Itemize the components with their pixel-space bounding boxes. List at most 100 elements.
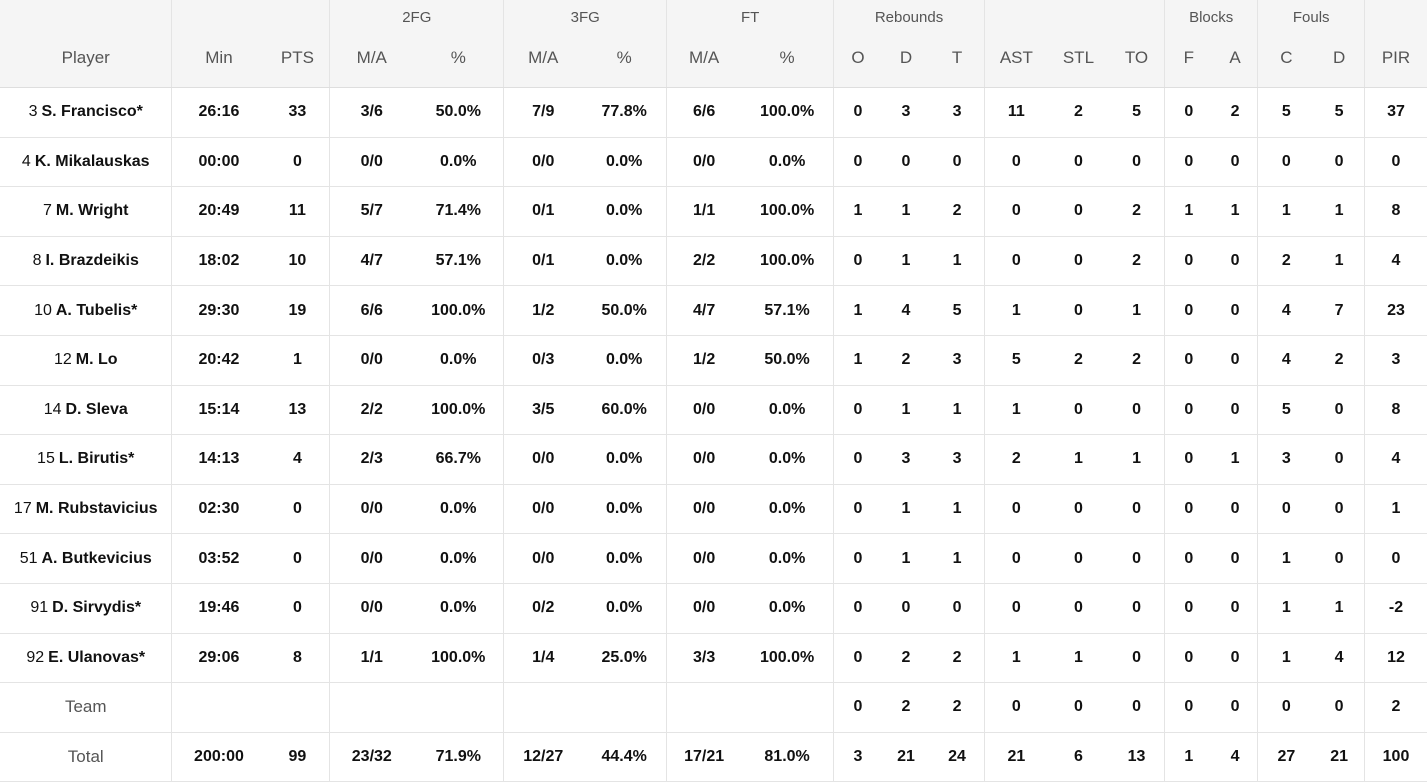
cell-fg2-ma: 0/0 [329,533,414,584]
cell-foul-c: 1 [1257,583,1315,634]
cell-foul-c: 0 [1257,682,1315,733]
cell-fg2-pct [413,682,504,733]
cell-reb-o: 0 [833,533,882,584]
cell-fg3-pct: 77.8% [582,87,667,138]
column-header-row: Player Min PTS M/A % M/A % M/A % O D T A… [0,34,1427,88]
team-label: Team [0,682,172,733]
table-row: 4 K. Mikalauskas 00:00 0 0/0 0.0% 0/0 0.0% 0/0 0.… [0,137,1427,188]
cell-foul-d: 0 [1314,137,1365,188]
cell-stl: 0 [1047,236,1110,287]
cell-ft-pct: 0.0% [741,137,834,188]
cell-blk-f: 0 [1163,533,1213,584]
col-min: Min [171,34,266,88]
cell-blk-f: 0 [1163,87,1213,138]
cell-fg2-ma: 0/0 [329,583,414,634]
table-row: 91 D. Sirvydis* 19:46 0 0/0 0.0% 0/2 0.0% 0/0 0.0… [0,583,1427,634]
cell-stl: 0 [1047,285,1110,336]
player-name-link[interactable]: M. Lo [75,351,118,369]
cell-fg2-pct: 50.0% [413,87,504,138]
cell-pts: 0 [265,137,330,188]
cell-fg2-ma: 1/1 [329,633,414,684]
cell-foul-c: 4 [1257,285,1315,336]
cell-fg3-ma: 0/0 [503,434,583,485]
cell-player: 12 M. Lo [0,335,172,386]
player-name-link[interactable]: A. Butkevicius [41,549,152,567]
cell-reb-o: 3 [833,732,882,782]
cell-reb-t: 2 [930,186,985,237]
player-name-link[interactable]: E. Ulanovas* [48,648,146,666]
table-row: 51 A. Butkevicius 03:52 0 0/0 0.0% 0/0 0.0% 0/0 0… [0,533,1427,584]
cell-pts: 33 [265,87,330,138]
cell-to: 2 [1109,236,1165,287]
cell-blk-f: 0 [1163,682,1213,733]
cell-to: 1 [1109,285,1165,336]
player-name-link[interactable]: M. Wright [55,202,129,220]
cell-reb-d: 1 [881,484,931,535]
player-name-link[interactable]: M. Rubstavicius [35,500,158,518]
table-row: 10 A. Tubelis* 29:30 19 6/6 100.0% 1/2 50.0% 4/7… [0,285,1427,336]
player-name-link[interactable]: K. Mikalauskas [34,152,150,170]
cell-ft-pct: 100.0% [741,633,834,684]
cell-stl: 0 [1047,385,1110,436]
cell-to: 2 [1109,335,1165,386]
cell-player: 14 D. Sleva [0,385,172,436]
player-number: 4 [21,152,31,170]
cell-foul-d: 0 [1314,434,1365,485]
cell-foul-d: 1 [1314,186,1365,237]
col-foul-d: D [1314,34,1365,88]
table-row: 92 E. Ulanovas* 29:06 8 1/1 100.0% 1/4 25.0% 3/3… [0,633,1427,684]
cell-blk-f: 1 [1163,732,1213,782]
cell-fg2-pct: 71.4% [413,186,504,237]
cell-fg2-ma: 4/7 [329,236,414,287]
cell-min: 29:06 [171,633,266,684]
cell-reb-o: 0 [833,236,882,287]
player-number: 3 [28,103,38,121]
cell-blk-a: 0 [1212,633,1258,684]
cell-blk-f: 1 [1163,186,1213,237]
cell-foul-c: 1 [1257,633,1315,684]
cell-stl: 2 [1047,335,1110,386]
cell-pir: -2 [1364,583,1427,634]
cell-pir: 8 [1364,186,1427,237]
cell-foul-d: 1 [1314,583,1365,634]
player-name-link[interactable]: S. Francisco* [41,103,143,121]
cell-reb-o: 1 [833,186,882,237]
table-row: 3 S. Francisco* 26:16 33 3/6 50.0% 7/9 77.8% 6/6… [0,87,1427,138]
cell-ft-ma: 0/0 [666,434,742,485]
player-name-link[interactable]: D. Sirvydis* [52,599,142,617]
cell-to: 0 [1109,385,1165,436]
cell-min: 00:00 [171,137,266,188]
group-blocks: Blocks [1163,0,1258,34]
cell-reb-d: 2 [881,682,931,733]
cell-pts: 19 [265,285,330,336]
cell-pts: 1 [265,335,330,386]
cell-fg2-pct: 0.0% [413,533,504,584]
cell-pts [265,682,330,733]
cell-reb-d: 2 [881,633,931,684]
cell-ast: 0 [983,236,1048,287]
cell-to: 0 [1109,533,1165,584]
player-name-link[interactable]: L. Birutis* [58,450,135,468]
cell-reb-d: 0 [881,137,931,188]
col-3fg-pct: % [582,34,667,88]
cell-pir: 8 [1364,385,1427,436]
cell-ft-pct: 100.0% [741,87,834,138]
cell-ft-pct: 100.0% [741,186,834,237]
player-name-link[interactable]: I. Brazdeikis [45,252,139,270]
cell-fg3-ma: 0/0 [503,533,583,584]
cell-blk-f: 0 [1163,385,1213,436]
cell-fg2-ma: 0/0 [329,137,414,188]
cell-ast: 11 [983,87,1048,138]
cell-to: 2 [1109,186,1165,237]
player-name-link[interactable]: A. Tubelis* [55,301,138,319]
cell-blk-a: 0 [1212,533,1258,584]
cell-reb-o: 0 [833,434,882,485]
cell-reb-t: 24 [930,732,985,782]
cell-foul-c: 0 [1257,137,1315,188]
player-name-link[interactable]: D. Sleva [65,400,128,418]
cell-min: 15:14 [171,385,266,436]
cell-min: 03:52 [171,533,266,584]
cell-player: 92 E. Ulanovas* [0,633,172,684]
cell-pts: 0 [265,484,330,535]
cell-pts: 13 [265,385,330,436]
